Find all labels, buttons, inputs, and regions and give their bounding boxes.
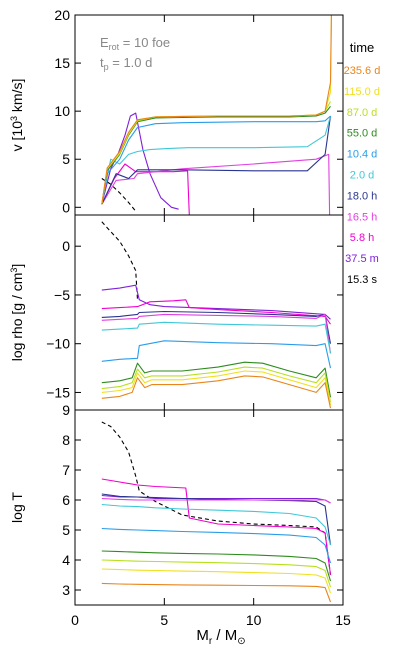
series-line-temperature-10 bbox=[101, 582, 332, 603]
series-line-temperature-3 bbox=[101, 493, 332, 546]
y-tick-label-density-2: −5 bbox=[54, 287, 70, 303]
legend-entry-6: 18.0 h bbox=[347, 190, 378, 202]
y-tick-label-temperature-0: 3 bbox=[62, 582, 70, 598]
y-tick-label-temperature-4: 7 bbox=[62, 462, 70, 478]
series-line-density-4 bbox=[101, 313, 332, 354]
legend-entry-5: 2.0 d bbox=[350, 170, 374, 182]
series-line-velocity-10 bbox=[101, 15, 332, 205]
x-tick-label-1: 5 bbox=[160, 612, 168, 628]
x-tick-label-3: 15 bbox=[335, 612, 351, 628]
legend-entry-2: 87.0 d bbox=[347, 107, 378, 119]
series-line-density-8 bbox=[101, 366, 332, 403]
panel-frame-temperature bbox=[74, 409, 344, 606]
series-line-temperature-4 bbox=[101, 497, 331, 504]
legend-entry-10: 15.3 s bbox=[347, 274, 377, 286]
series-line-temperature-8 bbox=[101, 559, 332, 588]
y-tick-label-temperature-5: 8 bbox=[62, 432, 70, 448]
y-tick-label-temperature-1: 4 bbox=[62, 552, 70, 568]
series-line-velocity-2 bbox=[101, 163, 190, 215]
series-group-velocity bbox=[101, 15, 332, 215]
series-line-density-6 bbox=[101, 340, 332, 369]
series-line-velocity-5 bbox=[101, 115, 332, 205]
y-tick-label-temperature-2: 5 bbox=[62, 522, 70, 538]
series-group-density bbox=[101, 221, 332, 409]
y-tick-label-density-0: −15 bbox=[46, 384, 70, 400]
y-tick-label-velocity-2: 10 bbox=[54, 103, 70, 119]
series-line-temperature-1 bbox=[101, 478, 332, 576]
x-tick-label-2: 10 bbox=[246, 612, 262, 628]
legend-entry-8: 5.8 h bbox=[350, 232, 374, 244]
y-axis-label-velocity: v [103 km/s] bbox=[9, 79, 25, 152]
series-line-density-1 bbox=[101, 284, 331, 320]
series-line-velocity-3 bbox=[101, 153, 331, 215]
series-line-density-3 bbox=[101, 310, 332, 344]
legend-entry-9: 37.5 m bbox=[345, 253, 379, 265]
y-tick-label-velocity-0: 0 bbox=[62, 199, 70, 215]
y-axis-label-density: log rho [g / cm3] bbox=[9, 264, 25, 362]
x-tick-label-0: 0 bbox=[71, 612, 79, 628]
series-line-density-10 bbox=[101, 375, 332, 409]
y-tick-label-density-3: 0 bbox=[62, 238, 70, 254]
legend-entry-1: 115.0 d bbox=[344, 86, 380, 98]
series-group-temperature bbox=[101, 421, 332, 603]
series-line-temperature-6 bbox=[101, 527, 332, 564]
y-tick-label-velocity-3: 15 bbox=[54, 55, 70, 71]
panels: 0 5 10 15 20 v [103 km/s] −15 −10 −5 0 log rho [g … bbox=[9, 7, 351, 628]
annotation: Erot = 10 foe tp = 1.0 d bbox=[100, 35, 170, 72]
series-line-velocity-4 bbox=[101, 115, 332, 205]
y-tick-label-temperature-6: 9 bbox=[62, 402, 70, 418]
series-line-density-9 bbox=[101, 370, 332, 406]
y-axis-label-temperature: log T bbox=[9, 492, 25, 523]
y-tick-label-temperature-3: 6 bbox=[62, 492, 70, 508]
series-line-density-5 bbox=[101, 321, 332, 354]
y-tick-label-velocity-4: 20 bbox=[54, 7, 70, 23]
y-tick-label-density-1: −10 bbox=[46, 336, 70, 352]
series-line-density-7 bbox=[101, 361, 332, 398]
series-line-temperature-7 bbox=[101, 550, 332, 582]
legend: time 235.6 d 115.0 d 87.0 d 55.0 d 10.4 d 2.0… bbox=[344, 40, 381, 286]
series-line-density-0 bbox=[101, 221, 139, 300]
panel-density: −15 −10 −5 0 log rho [g / cm3] bbox=[9, 214, 344, 411]
series-line-density-2 bbox=[101, 299, 331, 325]
series-line-temperature-5 bbox=[101, 503, 332, 546]
series-line-velocity-6 bbox=[101, 115, 331, 205]
annotation-erot: Erot = 10 foe bbox=[100, 35, 170, 52]
legend-entry-7: 16.5 h bbox=[347, 211, 378, 223]
legend-entry-0: 235.6 d bbox=[344, 65, 381, 77]
legend-entry-3: 55.0 d bbox=[347, 128, 378, 140]
series-line-temperature-9 bbox=[101, 568, 332, 594]
panel-velocity: 0 5 10 15 20 v [103 km/s] bbox=[9, 7, 344, 216]
annotation-tp: tp = 1.0 d bbox=[100, 55, 152, 72]
x-axis-label: Mr / M⊙ bbox=[196, 627, 245, 647]
panel-temperature: 3 4 5 6 7 8 9 log T bbox=[9, 402, 344, 606]
series-line-velocity-7 bbox=[101, 105, 331, 205]
legend-title: time bbox=[350, 40, 375, 55]
legend-entry-4: 10.4 d bbox=[347, 149, 378, 161]
y-tick-label-velocity-1: 5 bbox=[62, 151, 70, 167]
